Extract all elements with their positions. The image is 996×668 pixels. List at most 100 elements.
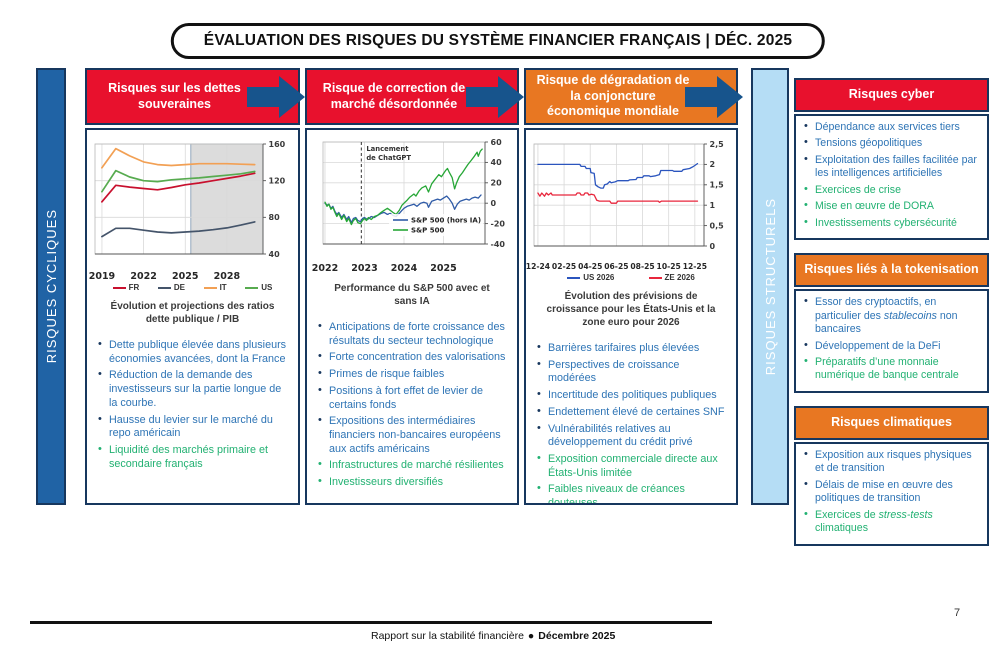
svg-text:0,5: 0,5	[710, 221, 725, 230]
text: Investissements cybersécurité	[815, 216, 957, 229]
risk-column-conjoncture-mondiale: Risque de dégradation de la conjoncture …	[524, 68, 743, 505]
text: Vulnérabilités relatives au développemen…	[548, 422, 693, 449]
bullet-item: Dette publique élevée dans plusieurs éco…	[96, 338, 289, 366]
svg-text:S&P 500 (hors IA): S&P 500 (hors IA)	[411, 217, 481, 225]
bullet-item: Forte concentration des valorisations	[316, 350, 508, 365]
bullet-item: Infrastructures de marché résilientes	[316, 458, 508, 473]
svg-text:06-25: 06-25	[604, 262, 628, 271]
svg-text:-40: -40	[490, 240, 505, 249]
bullet-item: Réduction de la demande des investisseur…	[96, 368, 289, 410]
text: Endettement élevé de certaines SNF	[548, 405, 725, 418]
risk-body-cyber: Dépendance aux services tiers Tensions gé…	[794, 114, 989, 241]
trend-arrow-right-icon	[466, 75, 524, 118]
svg-text:2025: 2025	[430, 263, 456, 274]
footer-text: Rapport sur la stabilité financière ● Déce…	[371, 630, 615, 642]
svg-text:04-25: 04-25	[578, 262, 602, 271]
risk-body-tokenisation: Essor des cryptoactifs, en particulier d…	[794, 289, 989, 393]
structural-risk-boxes: Risques cyber Dépendance aux services tie…	[794, 68, 989, 546]
text: Barrières tarifaires plus élevées	[548, 342, 700, 354]
sp500-chart: Lancement de ChatGPT -40 -20 0 20 40 60 2022 2023…	[311, 136, 510, 274]
bullet-item: Exposition aux risques physiques et de t…	[802, 448, 981, 476]
text: Essor des cryptoactifs, en particulier d…	[815, 296, 937, 322]
risk-body-climatiques: Exposition aux risques physiques et de t…	[794, 441, 989, 546]
legend-item: US	[245, 283, 272, 292]
svg-text:2,5: 2,5	[710, 140, 725, 149]
chart-caption: Évolution des prévisions de croissance p…	[546, 291, 716, 328]
text: Développement de la DeFi	[815, 339, 941, 352]
text: Forte concentration des valorisations	[329, 351, 506, 364]
cyclical-risks-bar: RISQUES CYCLIQUES	[36, 68, 66, 505]
risk-title: Risque de dégradation de la conjoncture …	[536, 73, 690, 119]
text: climatiques	[815, 522, 868, 535]
bullet-list: Dépendance aux services tiers Tensions gé…	[800, 120, 983, 230]
text: Infrastructures de marché résilientes	[329, 459, 504, 472]
bullet-item: Préparatifs d’une monnaie numérique de b…	[802, 355, 981, 383]
page-number: 7	[954, 607, 961, 619]
svg-text:2024: 2024	[390, 263, 417, 274]
svg-text:12-24: 12-24	[526, 262, 550, 271]
text: Hausse du levier sur le marché du repo a…	[109, 413, 273, 440]
bullet-item: Anticipations de forte croissance des ré…	[316, 320, 508, 348]
bullet-item: Dépendance aux services tiers	[802, 120, 981, 134]
cyclical-risk-columns: Risques sur les dettes souveraines 40 80 12…	[85, 68, 743, 505]
svg-text:de ChatGPT: de ChatGPT	[366, 154, 411, 162]
risk-header-conjoncture-mondiale: Risque de dégradation de la conjoncture …	[524, 68, 743, 125]
text: Incertitude des politiques publiques	[548, 389, 717, 402]
risk-column-dettes-souveraines: Risques sur les dettes souveraines 40 80 12…	[85, 68, 305, 505]
bullet-list: Anticipations de forte croissance des ré…	[314, 320, 510, 493]
risk-title: Risques cyber	[848, 87, 935, 102]
legend-item: US 2026	[567, 273, 614, 282]
text: Préparatifs d’une monnaie numérique de b…	[815, 355, 959, 382]
bullet-item: Essor des cryptoactifs, en particulier d…	[802, 295, 981, 336]
legend-label: DE	[173, 283, 185, 292]
svg-text:40: 40	[269, 250, 281, 259]
bullet-list: Dette publique élevée dans plusieurs éco…	[94, 338, 291, 474]
bullet-list: Exposition aux risques physiques et de t…	[800, 448, 983, 536]
footer-rule	[30, 621, 712, 624]
risk-column-correction-marche: Risque de correction de marché désordonn…	[305, 68, 524, 505]
risk-title: Risques climatiques	[831, 415, 952, 430]
footer-separator: ●	[527, 630, 535, 642]
text: Investisseurs diversifiés	[329, 476, 444, 489]
chart-caption: Performance du S&P 500 avec et sans IA	[334, 283, 490, 307]
bullet-list: Essor des cryptoactifs, en particulier d…	[800, 295, 983, 383]
svg-text:1: 1	[710, 201, 716, 210]
legend-label: ZE 2026	[664, 273, 695, 282]
text: non bancaires	[815, 309, 958, 336]
svg-text:2022: 2022	[130, 271, 156, 282]
structural-risks-label: RISQUES STRUCTURELS	[762, 197, 778, 376]
cyclical-risks-label: RISQUES CYCLIQUES	[43, 209, 59, 364]
svg-text:S&P 500: S&P 500	[411, 227, 444, 235]
italic-text: stress-tests	[878, 508, 933, 521]
risk-body-conjoncture-mondiale: 0 0,5 1 1,5 2 2,5 12-24 02-25 04-25 06-25 08-25 10-…	[524, 128, 738, 505]
bullet-item: Vulnérabilités relatives au développemen…	[535, 422, 727, 450]
svg-text:02-25: 02-25	[552, 262, 576, 271]
bullet-item: Expositions des intermédiaires financier…	[316, 414, 508, 456]
bullet-item: Mise en œuvre de DORA	[802, 199, 981, 213]
debt-ratio-chart-svg: 40 80 120 160 2019 2022 2025 2028	[89, 140, 286, 282]
legend-swatch	[157, 286, 171, 289]
bullet-item: Hausse du levier sur le marché du repo a…	[96, 413, 289, 441]
bullet-item: Exercices de stress-tests climatiques	[802, 508, 981, 536]
bullet-item: Investissements cybersécurité	[802, 216, 981, 230]
svg-text:1,5: 1,5	[710, 181, 725, 190]
italic-text: stablecoins	[883, 309, 937, 322]
text: Exposition commerciale directe aux États…	[548, 452, 718, 479]
text: Mise en œuvre de DORA	[815, 200, 934, 213]
legend-swatch	[245, 286, 259, 289]
legend-item: IT	[203, 283, 227, 292]
legend-swatch	[567, 276, 581, 279]
bullet-item: Endettement élevé de certaines SNF	[535, 405, 727, 420]
bullet-item: Positions à fort effet de levier de cert…	[316, 384, 508, 412]
svg-text:2023: 2023	[351, 263, 377, 274]
text: Dette publique élevée dans plusieurs éco…	[109, 339, 287, 365]
bullet-item: Développement de la DeFi	[802, 338, 981, 353]
risk-header-tokenisation: Risques liés à la tokenisation	[794, 253, 989, 288]
svg-text:120: 120	[269, 176, 286, 185]
debt-ratio-chart: 40 80 120 160 2019 2022 2025 2028 FR DE IT US	[89, 136, 291, 292]
svg-text:60: 60	[490, 138, 502, 147]
svg-text:10-25: 10-25	[657, 262, 681, 271]
text: Primes de risque faibles	[329, 368, 445, 381]
risk-header-cyber: Risques cyber	[794, 78, 989, 112]
